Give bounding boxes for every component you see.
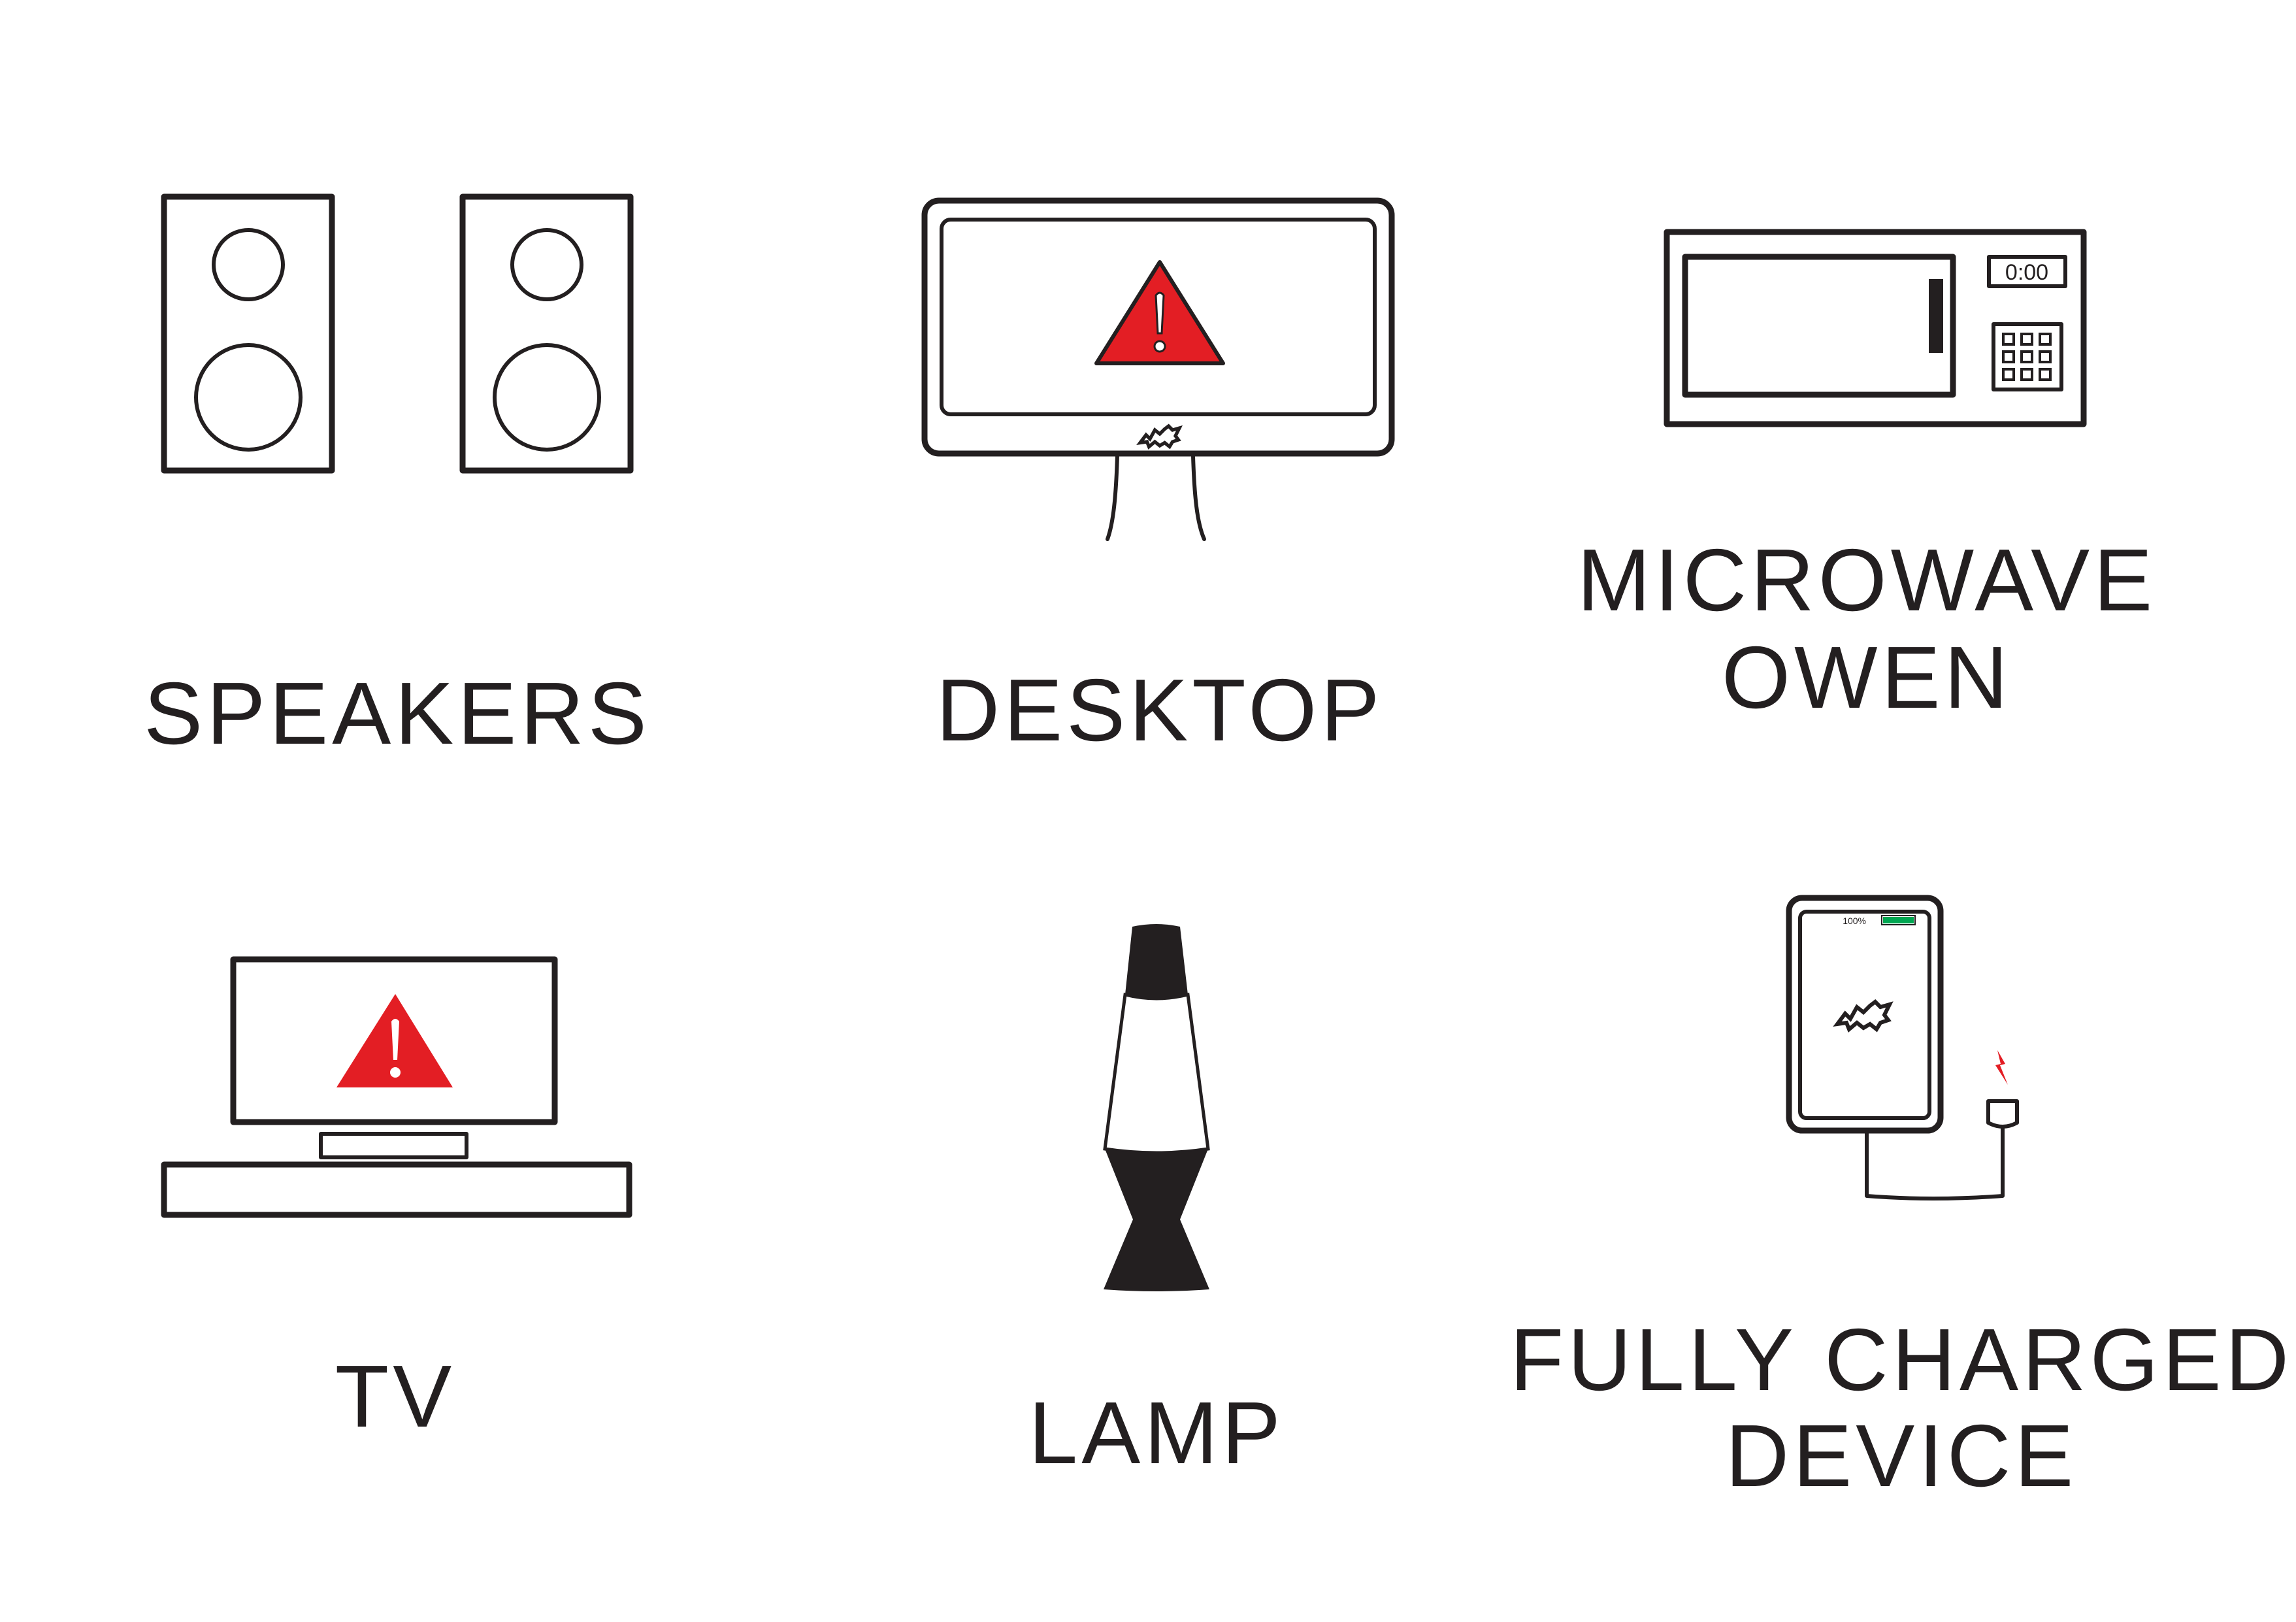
battery-level-fill bbox=[1883, 917, 1914, 923]
warning-triangle-icon bbox=[336, 994, 453, 1087]
microwave-oven-icon: 0:00 bbox=[1664, 229, 2087, 427]
microwave-clock: 0:00 bbox=[2005, 260, 2048, 285]
desktop-label: DESKTOP bbox=[936, 661, 1384, 759]
speakers-label: SPEAKERS bbox=[144, 664, 651, 763]
lava-lamp-icon bbox=[1103, 924, 1210, 1291]
microwave-label-line1: MICROWAVE bbox=[1577, 531, 2156, 629]
charging-phone-icon: 100% bbox=[1786, 895, 2019, 1200]
device-label-line1: FULLY CHARGED bbox=[1510, 1310, 2293, 1409]
lamp-label: LAMP bbox=[1028, 1383, 1285, 1482]
lightning-bolt-icon bbox=[1995, 1050, 2008, 1085]
battery-percent: 100% bbox=[1843, 916, 1866, 926]
tv-label: TV bbox=[335, 1347, 456, 1446]
speakers-icon bbox=[161, 193, 634, 474]
desktop-monitor-icon bbox=[921, 197, 1395, 541]
microwave-keypad bbox=[2002, 333, 2052, 381]
tv-icon bbox=[161, 956, 632, 1218]
bat-logo-icon bbox=[1837, 1002, 1890, 1029]
microwave-label-line2: OWEN bbox=[1722, 628, 2012, 727]
bat-logo-icon bbox=[1140, 426, 1179, 447]
warning-triangle-icon bbox=[1094, 260, 1225, 365]
device-label-line2: DEVICE bbox=[1726, 1406, 2078, 1505]
